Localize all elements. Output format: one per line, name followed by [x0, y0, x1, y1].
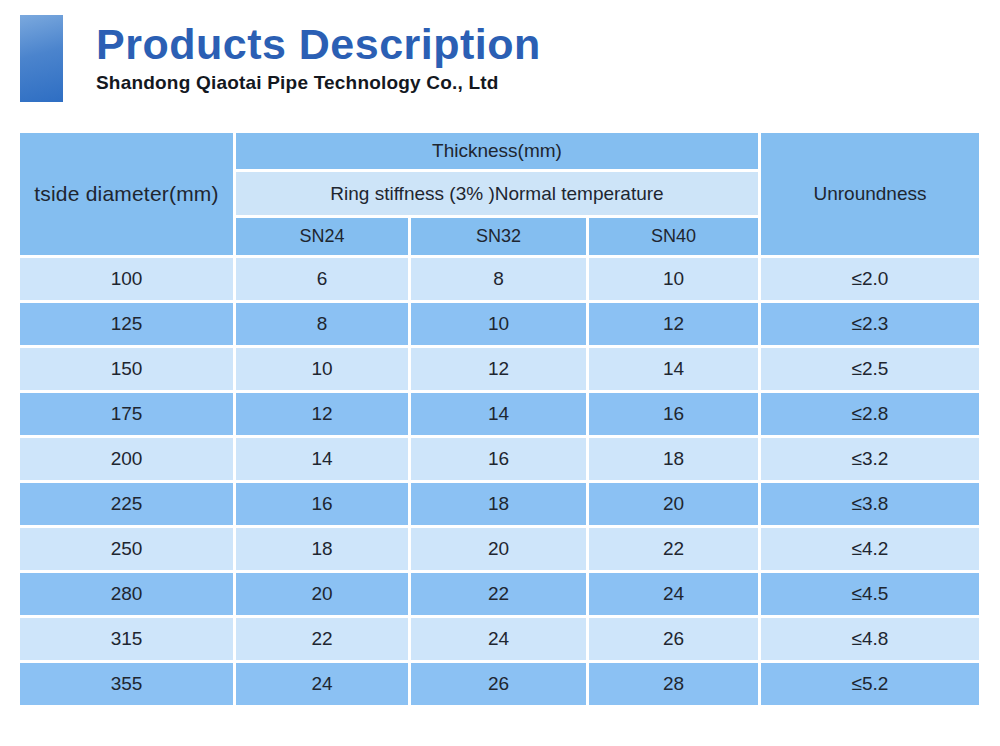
company-subtitle: Shandong Qiaotai Pipe Technology Co., Lt…	[96, 72, 541, 94]
cell-unroundness: ≤3.8	[760, 482, 981, 527]
table-row: 355 24 26 28 ≤5.2	[19, 662, 981, 707]
cell-sn24: 10	[235, 347, 410, 392]
column-header-unroundness: Unroundness	[760, 132, 981, 257]
table-row: 200 14 16 18 ≤3.2	[19, 437, 981, 482]
cell-unroundness: ≤2.5	[760, 347, 981, 392]
cell-unroundness: ≤4.8	[760, 617, 981, 662]
cell-sn32: 16	[410, 437, 588, 482]
cell-sn40: 18	[588, 437, 760, 482]
cell-diameter: 315	[19, 617, 235, 662]
cell-sn32: 18	[410, 482, 588, 527]
table-row: 315 22 24 26 ≤4.8	[19, 617, 981, 662]
cell-diameter: 100	[19, 257, 235, 302]
cell-sn32: 14	[410, 392, 588, 437]
cell-sn24: 8	[235, 302, 410, 347]
subheader-ring-stiffness: Ring stiffness (3% )Normal temperature	[235, 171, 760, 217]
cell-diameter: 200	[19, 437, 235, 482]
cell-sn24: 22	[235, 617, 410, 662]
column-header-sn24: SN24	[235, 217, 410, 257]
table-row: 125 8 10 12 ≤2.3	[19, 302, 981, 347]
table-row: 100 6 8 10 ≤2.0	[19, 257, 981, 302]
cell-sn32: 8	[410, 257, 588, 302]
cell-sn24: 24	[235, 662, 410, 707]
cell-diameter: 250	[19, 527, 235, 572]
cell-unroundness: ≤4.2	[760, 527, 981, 572]
column-header-outside-diameter: tside diameter(mm)	[19, 132, 235, 257]
cell-sn24: 20	[235, 572, 410, 617]
table-header-row-1: tside diameter(mm) Thickness(mm) Unround…	[19, 132, 981, 171]
cell-diameter: 355	[19, 662, 235, 707]
cell-sn40: 26	[588, 617, 760, 662]
cell-diameter: 280	[19, 572, 235, 617]
cell-unroundness: ≤3.2	[760, 437, 981, 482]
cell-sn40: 22	[588, 527, 760, 572]
cell-sn40: 12	[588, 302, 760, 347]
spec-table: tside diameter(mm) Thickness(mm) Unround…	[17, 130, 982, 708]
cell-unroundness: ≤2.8	[760, 392, 981, 437]
cell-sn24: 14	[235, 437, 410, 482]
cell-unroundness: ≤2.0	[760, 257, 981, 302]
table-row: 175 12 14 16 ≤2.8	[19, 392, 981, 437]
cell-sn40: 24	[588, 572, 760, 617]
cell-sn40: 28	[588, 662, 760, 707]
column-header-sn32: SN32	[410, 217, 588, 257]
column-header-sn40: SN40	[588, 217, 760, 257]
table-row: 225 16 18 20 ≤3.8	[19, 482, 981, 527]
cell-sn24: 12	[235, 392, 410, 437]
cell-sn32: 10	[410, 302, 588, 347]
table-row: 150 10 12 14 ≤2.5	[19, 347, 981, 392]
header-titles: Products Description Shandong Qiaotai Pi…	[96, 15, 541, 94]
cell-sn40: 14	[588, 347, 760, 392]
cell-unroundness: ≤2.3	[760, 302, 981, 347]
blue-gradient-accent-block	[20, 15, 63, 102]
cell-sn24: 18	[235, 527, 410, 572]
table-row: 250 18 20 22 ≤4.2	[19, 527, 981, 572]
cell-sn32: 22	[410, 572, 588, 617]
cell-sn24: 16	[235, 482, 410, 527]
column-group-header-thickness: Thickness(mm)	[235, 132, 760, 171]
cell-unroundness: ≤5.2	[760, 662, 981, 707]
cell-sn24: 6	[235, 257, 410, 302]
cell-sn40: 10	[588, 257, 760, 302]
cell-sn32: 12	[410, 347, 588, 392]
cell-sn32: 24	[410, 617, 588, 662]
cell-sn32: 20	[410, 527, 588, 572]
cell-sn40: 20	[588, 482, 760, 527]
page-header: Products Description Shandong Qiaotai Pi…	[0, 0, 1000, 102]
cell-diameter: 175	[19, 392, 235, 437]
cell-unroundness: ≤4.5	[760, 572, 981, 617]
cell-diameter: 225	[19, 482, 235, 527]
cell-diameter: 125	[19, 302, 235, 347]
table-row: 280 20 22 24 ≤4.5	[19, 572, 981, 617]
page-title: Products Description	[96, 21, 541, 67]
cell-sn40: 16	[588, 392, 760, 437]
cell-diameter: 150	[19, 347, 235, 392]
cell-sn32: 26	[410, 662, 588, 707]
